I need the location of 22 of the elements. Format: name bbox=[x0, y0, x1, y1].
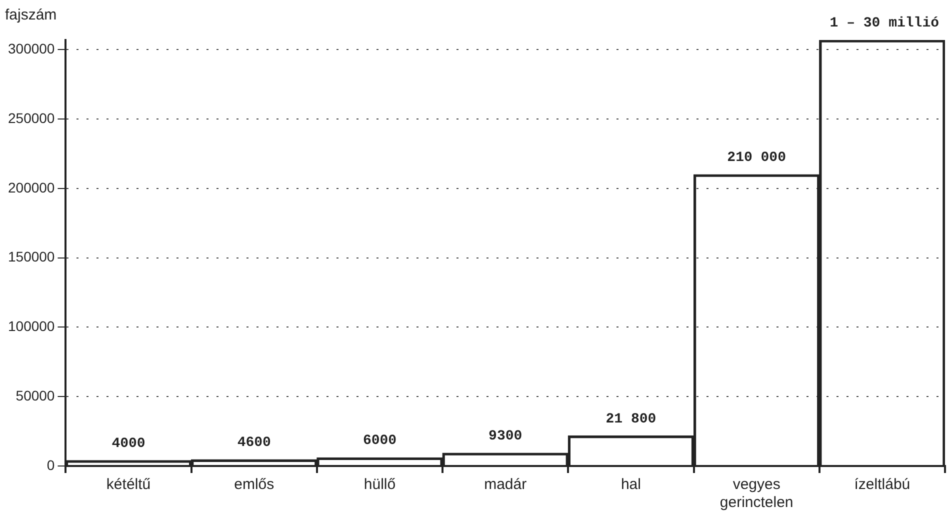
x-tick-label: kétéltű bbox=[106, 476, 151, 494]
y-tick-label: 200000 bbox=[8, 179, 55, 196]
data-label: 21 800 bbox=[606, 411, 656, 428]
y-tick-label: 250000 bbox=[8, 110, 55, 126]
data-label: 210 000 bbox=[727, 150, 786, 166]
y-tick-label: 0 bbox=[46, 456, 55, 473]
x-tick-label: madár bbox=[484, 476, 527, 494]
data-label: 6000 bbox=[362, 433, 397, 450]
y-tick-label: 50000 bbox=[16, 387, 55, 404]
y-tick-label: 100000 bbox=[8, 318, 55, 334]
data-label: 4600 bbox=[237, 435, 271, 452]
y-tick-label: 150000 bbox=[8, 248, 55, 265]
data-label: 4000 bbox=[112, 436, 146, 452]
x-tick-label: emlős bbox=[234, 476, 274, 494]
data-label: 9300 bbox=[488, 428, 522, 445]
y-tick-label: 300000 bbox=[8, 40, 55, 57]
x-tick-label: hüllő bbox=[364, 476, 396, 494]
x-tick-label: ízeltlábú bbox=[854, 476, 910, 494]
x-tick-label: vegyes gerinctelen bbox=[720, 476, 794, 512]
y-axis-title: fajszám bbox=[5, 6, 57, 24]
text: 1 – 30 millió bbox=[830, 16, 939, 32]
x-tick-label: hal bbox=[620, 476, 641, 494]
